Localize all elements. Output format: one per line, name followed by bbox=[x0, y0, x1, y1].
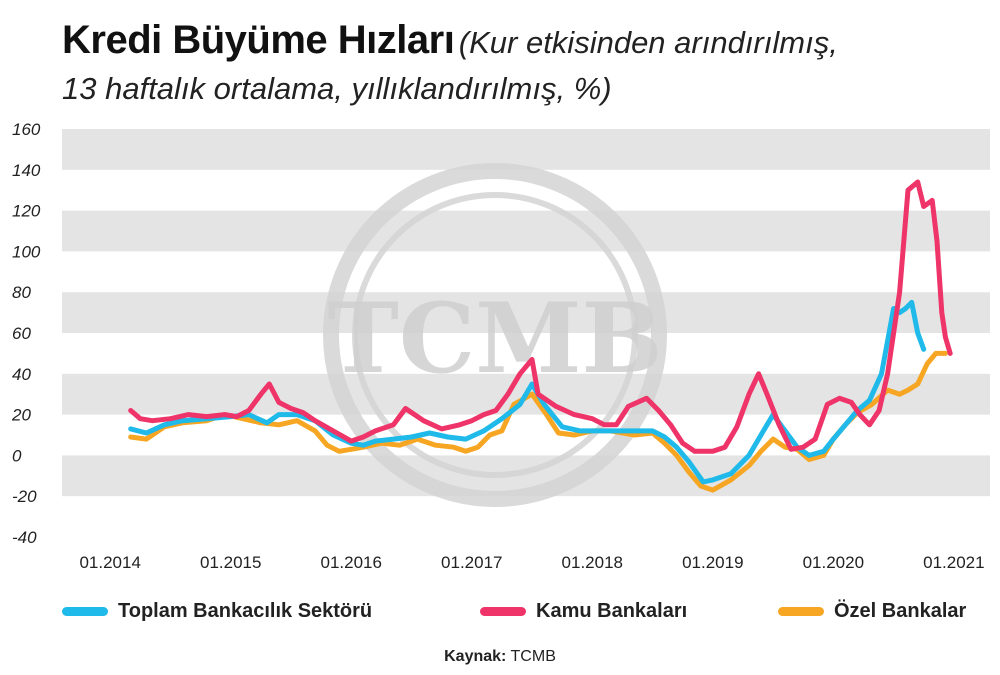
x-tick-label: 01.2014 bbox=[79, 553, 140, 572]
y-tick-label: 140 bbox=[12, 161, 41, 180]
x-tick-label: 01.2015 bbox=[200, 553, 261, 572]
x-tick-label: 01.2019 bbox=[682, 553, 743, 572]
source-value: TCMB bbox=[510, 648, 556, 665]
grid-band bbox=[62, 210, 990, 252]
series-line-toplam bbox=[128, 299, 927, 485]
y-tick-label: 100 bbox=[12, 242, 41, 261]
grid-band bbox=[62, 292, 990, 333]
chart-subtitle-line2: 13 haftalık ortalama, yıllıklandırılmış,… bbox=[62, 71, 612, 106]
legend-item-ozel: Özel Bankalar bbox=[778, 600, 966, 623]
source-note: Kaynak: TCMB bbox=[0, 648, 1000, 666]
y-tick-label: -40 bbox=[12, 528, 37, 547]
legend-item-kamu: Kamu Bankaları bbox=[480, 600, 687, 623]
line-chart: TCMB 160 140 120 100 80 60 40 20 0 -20 -40 01.2014… bbox=[11, 120, 990, 572]
x-tick-label: 01.2017 bbox=[441, 553, 502, 572]
legend-swatch-ozel bbox=[778, 607, 824, 616]
y-tick-label: 80 bbox=[12, 283, 31, 302]
chart-title: Kredi Büyüme Hızları bbox=[62, 18, 455, 62]
y-tick-label: 0 bbox=[12, 446, 22, 465]
legend-swatch-toplam bbox=[62, 607, 108, 616]
chart-title-row: Kredi Büyüme Hızları (Kur etkisinden arı… bbox=[62, 18, 992, 63]
x-tick-label: 01.2020 bbox=[803, 553, 864, 572]
legend-swatch-kamu bbox=[480, 607, 526, 616]
watermark-text: TCMB bbox=[327, 282, 662, 395]
tcmb-watermark-logo: TCMB bbox=[323, 163, 667, 507]
legend-item-toplam: Toplam Bankacılık Sektörü bbox=[62, 600, 372, 623]
y-tick-label: 160 bbox=[12, 120, 41, 139]
grid-band bbox=[62, 129, 990, 170]
x-axis-ticks: 01.2014 01.2015 01.2016 01.2017 01.2018 01.20… bbox=[79, 553, 984, 572]
chart-subtitle-line1: (Kur etkisinden arındırılmış, bbox=[458, 25, 838, 60]
y-tick-label: 120 bbox=[12, 202, 41, 221]
legend-label-toplam: Toplam Bankacılık Sektörü bbox=[118, 600, 373, 622]
y-axis-ticks: 160 140 120 100 80 60 40 20 0 -20 -40 bbox=[11, 120, 41, 547]
y-tick-label: 60 bbox=[12, 324, 31, 343]
y-tick-label: -20 bbox=[12, 487, 37, 506]
y-tick-label: 40 bbox=[12, 365, 31, 384]
legend: Toplam Bankacılık Sektörü Kamu Bankaları… bbox=[0, 600, 1000, 630]
series-lines bbox=[128, 179, 953, 493]
source-label: Kaynak: bbox=[444, 648, 507, 665]
x-tick-label: 01.2021 bbox=[923, 553, 984, 572]
series-line-kamu bbox=[128, 179, 953, 454]
y-tick-label: 20 bbox=[11, 406, 31, 425]
legend-label-ozel: Özel Bankalar bbox=[834, 600, 967, 622]
x-tick-label: 01.2018 bbox=[562, 553, 623, 572]
legend-label-kamu: Kamu Bankaları bbox=[536, 600, 688, 622]
x-tick-label: 01.2016 bbox=[321, 553, 382, 572]
